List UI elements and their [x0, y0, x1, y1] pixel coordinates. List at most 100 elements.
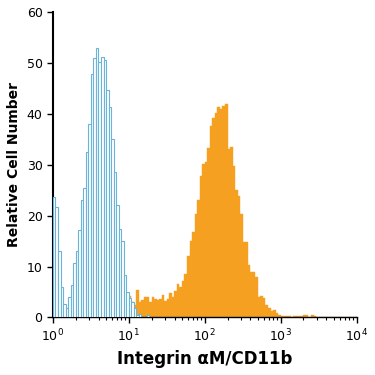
Bar: [70, 315, 73, 318]
Bar: [139, 303, 141, 318]
Bar: [129, 298, 131, 318]
Bar: [119, 229, 121, 318]
Bar: [121, 316, 124, 318]
Bar: [303, 315, 306, 318]
X-axis label: Integrin αM/CD11b: Integrin αM/CD11b: [117, 350, 292, 368]
Bar: [195, 214, 197, 318]
Bar: [225, 104, 228, 318]
Bar: [70, 285, 73, 318]
Bar: [187, 256, 189, 318]
Bar: [99, 62, 101, 318]
Bar: [174, 291, 177, 318]
Bar: [167, 300, 169, 318]
Bar: [164, 301, 167, 318]
Bar: [104, 60, 106, 318]
Bar: [141, 300, 144, 318]
Bar: [192, 232, 195, 318]
Bar: [126, 316, 129, 318]
Bar: [230, 147, 232, 318]
Bar: [129, 296, 131, 318]
Bar: [104, 316, 106, 318]
Bar: [149, 316, 152, 318]
Bar: [253, 272, 255, 318]
Bar: [53, 197, 55, 318]
Y-axis label: Relative Cell Number: Relative Cell Number: [7, 82, 21, 247]
Bar: [63, 315, 66, 318]
Bar: [111, 316, 114, 318]
Bar: [245, 242, 248, 318]
Bar: [314, 316, 316, 318]
Bar: [58, 251, 60, 318]
Bar: [101, 57, 104, 318]
Bar: [311, 315, 314, 318]
Bar: [136, 315, 139, 318]
Bar: [106, 90, 109, 318]
Bar: [273, 310, 276, 318]
Bar: [114, 172, 116, 318]
Bar: [205, 162, 207, 318]
Bar: [68, 297, 70, 318]
Bar: [88, 316, 91, 318]
Bar: [260, 296, 263, 318]
Bar: [56, 207, 58, 318]
Bar: [58, 315, 60, 318]
Bar: [76, 316, 78, 318]
Bar: [109, 107, 111, 318]
Bar: [169, 292, 172, 318]
Bar: [78, 230, 81, 318]
Bar: [220, 109, 222, 318]
Bar: [53, 315, 55, 318]
Bar: [66, 309, 68, 318]
Bar: [116, 316, 119, 318]
Bar: [263, 298, 266, 318]
Bar: [134, 309, 136, 318]
Bar: [131, 303, 134, 318]
Bar: [86, 152, 88, 318]
Bar: [149, 302, 152, 318]
Bar: [96, 48, 99, 318]
Bar: [131, 302, 134, 318]
Bar: [255, 277, 258, 318]
Bar: [66, 315, 68, 318]
Bar: [250, 272, 253, 318]
Bar: [109, 317, 111, 318]
Bar: [154, 299, 157, 318]
Bar: [134, 306, 136, 318]
Bar: [296, 316, 298, 318]
Bar: [280, 316, 283, 318]
Bar: [232, 166, 235, 318]
Bar: [68, 316, 70, 318]
Bar: [136, 290, 139, 318]
Bar: [116, 205, 119, 318]
Bar: [119, 314, 121, 318]
Bar: [101, 316, 104, 318]
Bar: [83, 315, 86, 318]
Bar: [207, 148, 210, 318]
Bar: [283, 316, 286, 318]
Bar: [238, 196, 240, 318]
Bar: [197, 200, 200, 318]
Bar: [111, 139, 114, 318]
Bar: [124, 275, 126, 318]
Bar: [162, 295, 164, 318]
Bar: [184, 274, 187, 318]
Bar: [189, 241, 192, 318]
Bar: [81, 316, 83, 318]
Bar: [91, 316, 93, 318]
Bar: [106, 316, 109, 318]
Bar: [93, 57, 96, 318]
Bar: [243, 242, 245, 318]
Bar: [124, 315, 126, 318]
Bar: [152, 297, 154, 318]
Bar: [63, 304, 66, 318]
Bar: [60, 315, 63, 318]
Bar: [301, 316, 303, 318]
Bar: [126, 292, 129, 318]
Bar: [88, 124, 91, 318]
Bar: [91, 74, 93, 318]
Bar: [139, 314, 141, 318]
Bar: [73, 263, 76, 318]
Bar: [179, 287, 182, 318]
Bar: [309, 317, 311, 318]
Bar: [286, 316, 288, 318]
